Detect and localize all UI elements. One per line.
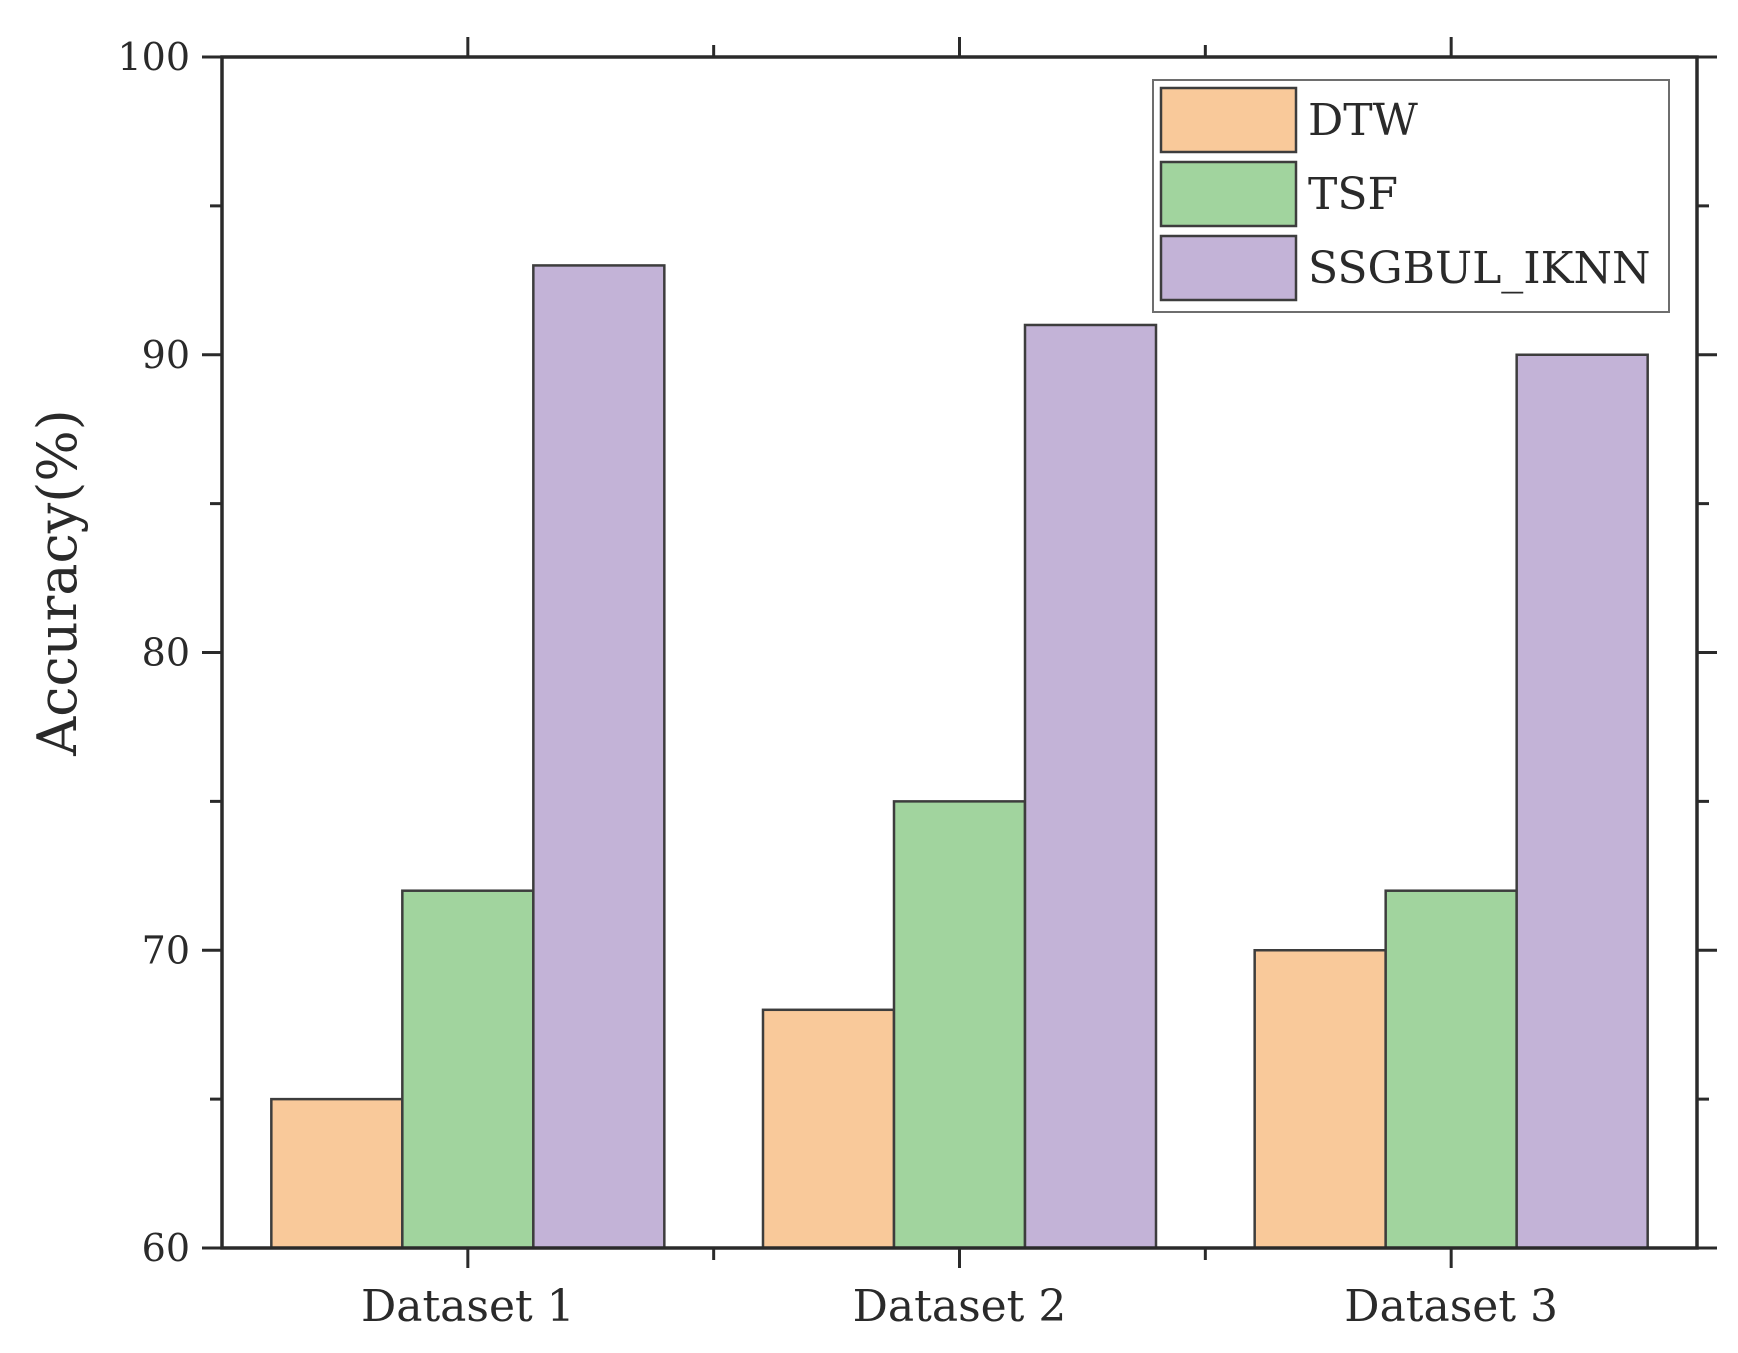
- axes-layer: [202, 37, 1717, 1268]
- x-tick-label: Dataset 1: [361, 1281, 575, 1332]
- legend-label-dtw: DTW: [1308, 95, 1419, 146]
- x-tick-label: Dataset 2: [853, 1281, 1067, 1332]
- bars-layer: [270, 264, 1649, 1250]
- legend: DTW TSF SSGBUL_IKNN: [1152, 79, 1670, 313]
- bar-dtw-2: [761, 1008, 896, 1250]
- bar-tsf-1: [401, 889, 535, 1250]
- bar-tsf-3: [1384, 889, 1518, 1250]
- bar-ssgbul-iknn-3: [1515, 353, 1649, 1250]
- bar-ssgbul-iknn-1: [532, 264, 666, 1250]
- y-tick-label: 60: [142, 1226, 190, 1270]
- x-tick-label: Dataset 3: [1344, 1281, 1558, 1332]
- legend-swatch-ssgbul-iknn: [1159, 234, 1298, 302]
- legend-swatch-dtw: [1159, 86, 1298, 154]
- y-tick-label: 80: [142, 631, 190, 675]
- y-axis-title: Accuracy(%): [26, 409, 89, 756]
- labels-layer: Dataset 1 Dataset 2 Dataset 3 60 70 80 90 100: [117, 35, 1558, 1332]
- y-tick-label: 70: [142, 928, 190, 972]
- y-tick-label: 90: [142, 333, 190, 377]
- bar-dtw-1: [270, 1097, 404, 1250]
- legend-label-ssgbul-iknn: SSGBUL_IKNN: [1308, 243, 1651, 294]
- legend-swatch-tsf: [1159, 160, 1298, 228]
- y-tick-label: 100: [117, 35, 190, 79]
- bar-ssgbul-iknn-2: [1023, 323, 1158, 1250]
- bar-tsf-2: [892, 800, 1027, 1250]
- bar-dtw-3: [1253, 949, 1387, 1250]
- legend-label-tsf: TSF: [1308, 169, 1398, 220]
